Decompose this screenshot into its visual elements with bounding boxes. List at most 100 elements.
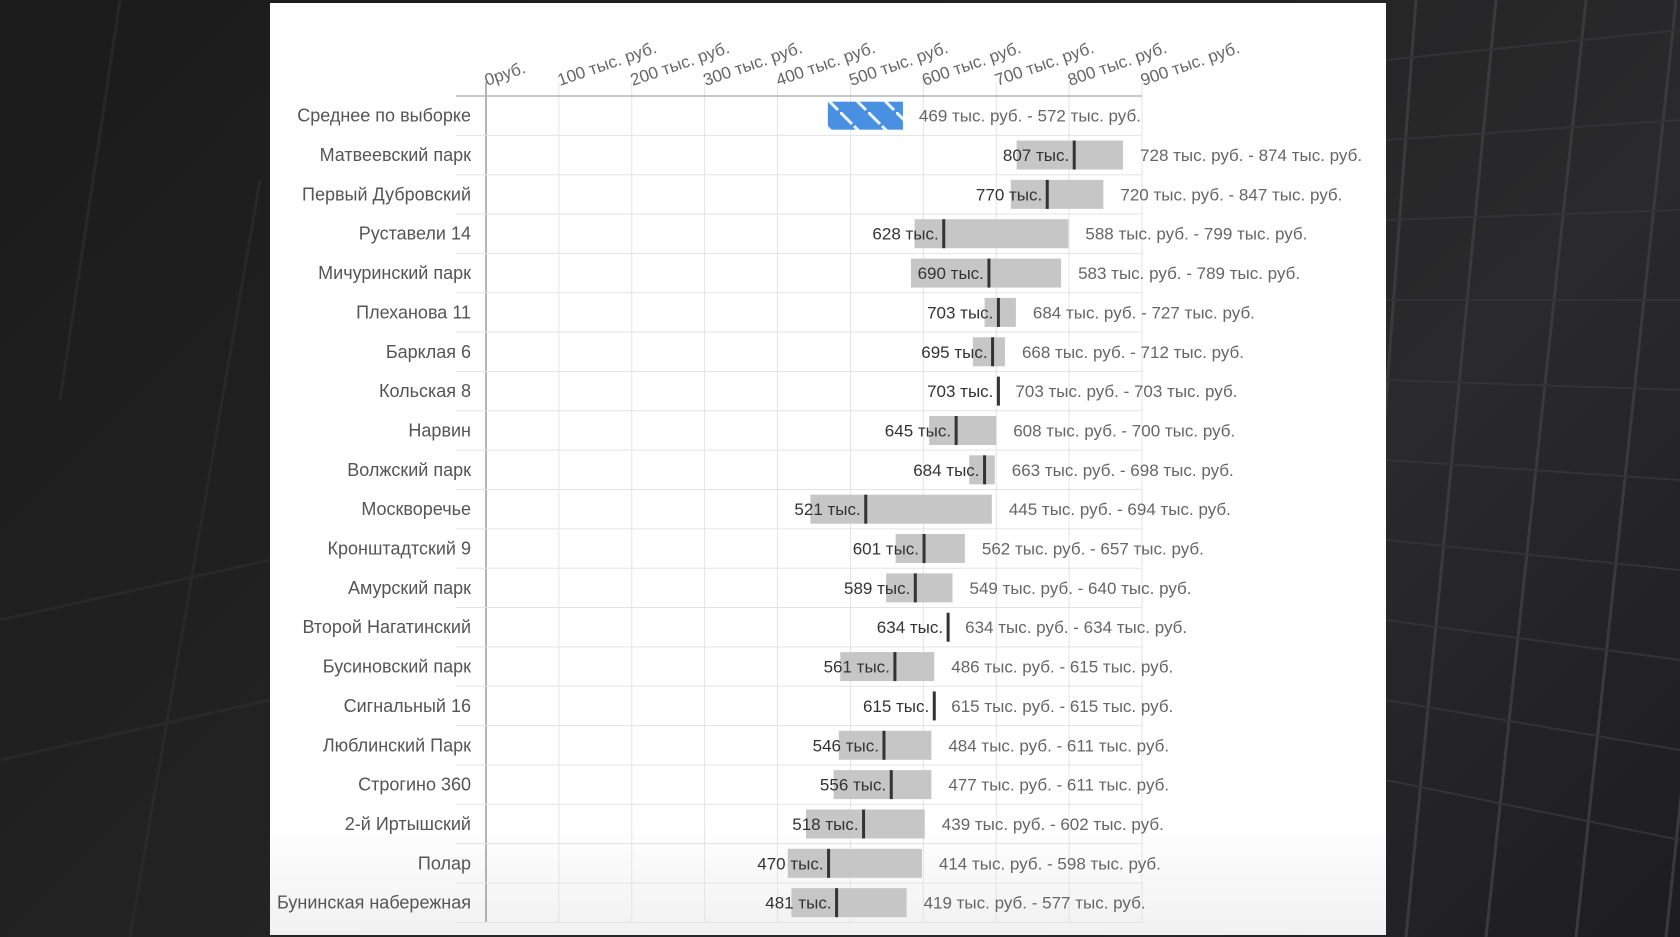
grid xyxy=(456,82,1143,923)
median-marker xyxy=(942,219,946,249)
row-label-average: Среднее по выборке xyxy=(297,106,471,126)
range-bar xyxy=(969,455,995,485)
median-label: 690 тыс. xyxy=(918,264,984,283)
median-marker xyxy=(827,848,831,878)
range-label: 668 тыс. руб. - 712 тыс. руб. xyxy=(1022,343,1244,362)
median-label: 561 тыс. xyxy=(824,658,890,677)
row-label: Люблинский Парк xyxy=(323,735,471,755)
range-label: 549 тыс. руб. - 640 тыс. руб. xyxy=(969,579,1191,598)
range-label: 634 тыс. руб. - 634 тыс. руб. xyxy=(965,618,1187,637)
row-label: Первый Дубровский xyxy=(302,184,471,204)
range-label: 445 тыс. руб. - 694 тыс. руб. xyxy=(1009,500,1231,519)
range-label: 588 тыс. руб. - 799 тыс. руб. xyxy=(1085,225,1307,244)
row-label: Нарвин xyxy=(408,420,471,440)
average-range-bar xyxy=(827,101,903,130)
range-label: 608 тыс. руб. - 700 тыс. руб. xyxy=(1013,421,1235,440)
median-label: 695 тыс. xyxy=(921,343,987,362)
chart-panel xyxy=(270,3,1386,935)
range-bar xyxy=(895,534,965,564)
median-marker xyxy=(983,455,987,485)
row-label: Бунинская набережная xyxy=(277,893,471,913)
median-label: 634 тыс. xyxy=(877,618,943,637)
range-label: 477 тыс. руб. - 611 тыс. руб. xyxy=(948,776,1169,795)
median-label: 481 тыс. xyxy=(765,894,831,913)
row-label: Плеханова 11 xyxy=(356,302,471,322)
median-marker xyxy=(835,888,839,918)
range-label: 684 тыс. руб. - 727 тыс. руб. xyxy=(1033,303,1255,322)
row-label: Мичуринский парк xyxy=(318,263,471,283)
range-bar xyxy=(886,573,953,603)
median-label: 645 тыс. xyxy=(885,421,951,440)
median-label: 807 тыс. xyxy=(1003,146,1069,165)
range-bar xyxy=(840,652,935,682)
median-label: 684 тыс. xyxy=(913,461,979,480)
range-bar xyxy=(972,337,1005,367)
range-label: 663 тыс. руб. - 698 тыс. руб. xyxy=(1012,461,1234,480)
range-bar xyxy=(914,219,1069,249)
background-texture-right xyxy=(1386,0,1680,937)
median-label: 589 тыс. xyxy=(844,579,910,598)
range-label: 486 тыс. руб. - 615 тыс. руб. xyxy=(951,658,1173,677)
row-label: Бусиновский парк xyxy=(323,657,471,677)
background-texture-left xyxy=(0,0,270,937)
range-bar xyxy=(910,258,1062,288)
range-bar xyxy=(1016,140,1124,170)
range-label: 484 тыс. руб. - 611 тыс. руб. xyxy=(948,736,1169,755)
median-marker xyxy=(862,809,866,839)
median-label: 770 тыс. xyxy=(976,185,1042,204)
row-label: Кронштадтский 9 xyxy=(328,539,471,559)
range-label: 720 тыс. руб. - 847 тыс. руб. xyxy=(1120,185,1342,204)
range-label: 419 тыс. руб. - 577 тыс. руб. xyxy=(924,894,1146,913)
median-marker xyxy=(1045,179,1049,209)
range-bar xyxy=(805,809,925,839)
row-label: Полар xyxy=(418,853,471,873)
median-marker xyxy=(987,258,991,288)
row-label: Амурский парк xyxy=(348,578,471,598)
median-label: 521 тыс. xyxy=(794,500,860,519)
row-label: Руставели 14 xyxy=(359,224,471,244)
row-label: Второй Нагатинский xyxy=(302,617,471,637)
range-label: 703 тыс. руб. - 703 тыс. руб. xyxy=(1015,382,1237,401)
median-marker xyxy=(913,573,917,603)
row-label: Москворечье xyxy=(361,499,471,519)
labels: Среднее по выборке 469 тыс. руб. - 572 ты… xyxy=(277,106,1362,913)
range-bar xyxy=(791,888,907,918)
median-marker xyxy=(996,376,1000,406)
range-label: 728 тыс. руб. - 874 тыс. руб. xyxy=(1140,146,1362,165)
range-label: 615 тыс. руб. - 615 тыс. руб. xyxy=(951,697,1173,716)
background-left xyxy=(0,0,270,937)
median-marker xyxy=(932,691,936,721)
row-label: Барклая 6 xyxy=(386,342,471,362)
median-marker xyxy=(1072,140,1076,170)
range-bar xyxy=(929,415,997,445)
median-marker xyxy=(889,770,893,800)
median-label: 703 тыс. xyxy=(927,382,993,401)
median-label: 615 тыс. xyxy=(863,697,929,716)
range-bar xyxy=(833,770,932,800)
range-label: 562 тыс. руб. - 657 тыс. руб. xyxy=(982,540,1204,559)
median-label: 518 тыс. xyxy=(792,815,858,834)
median-marker xyxy=(882,730,886,760)
range-bar xyxy=(984,297,1016,327)
median-marker xyxy=(946,612,950,642)
row-label: Волжский парк xyxy=(347,460,471,480)
median-marker xyxy=(864,494,868,524)
background-right xyxy=(1386,0,1680,937)
range-bar xyxy=(787,848,922,878)
row-label: Сигнальный 16 xyxy=(344,696,471,716)
median-label: 703 тыс. xyxy=(927,303,993,322)
range-label: 414 тыс. руб. - 598 тыс. руб. xyxy=(939,854,1161,873)
average-range-label: 469 тыс. руб. - 572 тыс. руб. xyxy=(919,107,1141,126)
median-marker xyxy=(954,415,958,445)
median-marker xyxy=(922,534,926,564)
range-label: 439 тыс. руб. - 602 тыс. руб. xyxy=(942,815,1164,834)
range-bar xyxy=(810,494,992,524)
median-label: 556 тыс. xyxy=(820,776,886,795)
row-label: Кольская 8 xyxy=(379,381,471,401)
median-marker xyxy=(996,297,1000,327)
median-label: 601 тыс. xyxy=(853,540,919,559)
median-label: 470 тыс. xyxy=(757,854,823,873)
median-marker xyxy=(893,652,897,682)
row-label: Матвеевский парк xyxy=(320,145,472,165)
